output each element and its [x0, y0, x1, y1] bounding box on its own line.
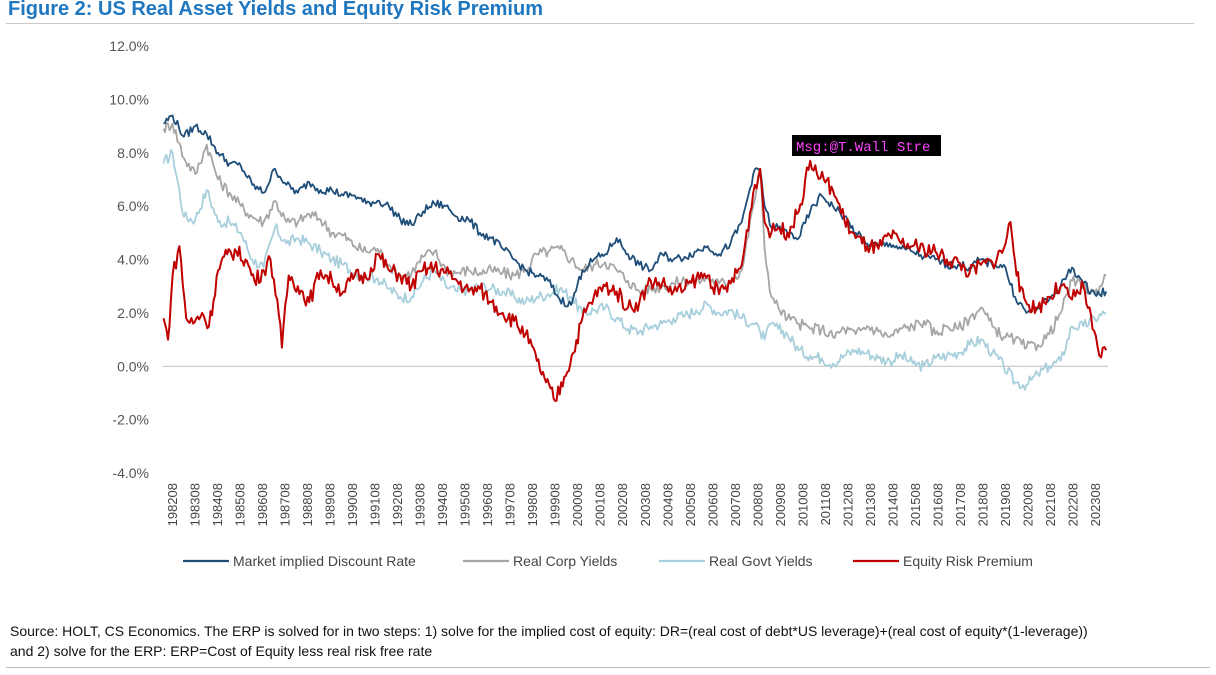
x-tick-label: 200808 — [750, 483, 765, 526]
x-tick-label: 199908 — [548, 483, 563, 526]
legend: Market implied Discount Rate Real Corp Yi… — [183, 553, 1033, 569]
y-axis: 12.0% 10.0% 8.0% 6.0% 4.0% 2.0% 0.0% -2.0% -4.0% — [109, 38, 149, 481]
x-tick-label: 198908 — [323, 483, 338, 526]
source-line-1: Source: HOLT, CS Economics. The ERP is s… — [10, 623, 1088, 639]
x-tick-label: 198208 — [165, 483, 180, 526]
y-tick-label: 12.0% — [109, 38, 149, 54]
x-tick-label: 200108 — [593, 483, 608, 526]
x-tick-label: 200608 — [705, 483, 720, 526]
x-tick-label: 198508 — [233, 483, 248, 526]
x-tick-label: 201108 — [818, 483, 833, 525]
x-tick-label: 201908 — [998, 483, 1013, 526]
series-line-real-govt-yields — [162, 148, 1107, 391]
x-tick-label: 202008 — [1020, 483, 1035, 526]
y-tick-label: 8.0% — [117, 145, 149, 161]
x-tick-label: 202108 — [1043, 483, 1058, 526]
x-tick-label: 200708 — [728, 483, 743, 526]
x-tick-label: 201408 — [885, 483, 900, 526]
y-tick-label: 4.0% — [117, 252, 149, 268]
bottom-divider — [6, 667, 1210, 668]
y-tick-label: 6.0% — [117, 198, 149, 214]
y-tick-label: 10.0% — [109, 91, 149, 107]
x-tick-label: 199208 — [390, 483, 405, 526]
overlay-background — [792, 135, 941, 156]
y-tick-label: -4.0% — [112, 465, 149, 481]
y-tick-label: 0.0% — [117, 358, 149, 374]
x-tick-label: 198708 — [278, 483, 293, 526]
series-line-equity-risk-premium — [162, 159, 1108, 402]
x-tick-label: 202308 — [1088, 483, 1103, 526]
x-tick-label: 199608 — [480, 483, 495, 526]
x-tick-label: 200908 — [773, 483, 788, 526]
x-tick-label: 198808 — [300, 483, 315, 526]
x-tick-label: 199308 — [413, 483, 428, 526]
x-tick-label: 200008 — [570, 483, 585, 526]
title-divider — [6, 23, 1194, 24]
x-tick-label: 202208 — [1065, 483, 1080, 526]
series-line-real-corp-yields — [162, 122, 1107, 352]
series-layer — [162, 114, 1108, 402]
x-tick-label: 198608 — [255, 483, 270, 526]
legend-label-equity-risk-premium: Equity Risk Premium — [903, 553, 1033, 569]
x-tick-label: 201608 — [930, 483, 945, 526]
x-tick-label: 200508 — [683, 483, 698, 526]
legend-label-real-corp-yields: Real Corp Yields — [513, 553, 617, 569]
x-tick-label: 199708 — [503, 483, 518, 526]
x-axis: 198208 198308 198408 198508 198608 198708 1988… — [165, 483, 1103, 526]
x-tick-label: 201308 — [863, 483, 878, 526]
x-tick-label: 201008 — [795, 483, 810, 526]
source-line-2: and 2) solve for the ERP: ERP=Cost of Eq… — [10, 643, 433, 659]
x-tick-label: 198408 — [210, 483, 225, 526]
line-chart: 12.0% 10.0% 8.0% 6.0% 4.0% 2.0% 0.0% -2.0% -4.0%… — [109, 38, 1108, 569]
legend-label-real-govt-yields: Real Govt Yields — [709, 553, 813, 569]
x-tick-label: 201508 — [908, 483, 923, 526]
source-note: Source: HOLT, CS Economics. The ERP is s… — [10, 621, 1200, 661]
watermark-overlay: Msg:@T.Wall Stre — [792, 135, 941, 156]
x-tick-label: 200308 — [638, 483, 653, 526]
x-tick-label: 199808 — [525, 483, 540, 526]
x-tick-label: 198308 — [188, 483, 203, 526]
legend-label-market-implied-discount-rate: Market implied Discount Rate — [233, 553, 416, 569]
overlay-text: Msg:@T.Wall Stre — [796, 140, 930, 156]
figure-title: Figure 2: US Real Asset Yields and Equit… — [8, 0, 543, 20]
x-tick-label: 199408 — [435, 483, 450, 526]
x-tick-label: 199008 — [345, 483, 360, 526]
series-line-market-implied-discount-rate — [163, 114, 1108, 314]
x-tick-label: 200408 — [660, 483, 675, 526]
x-tick-label: 201208 — [840, 483, 855, 526]
x-tick-label: 201808 — [975, 483, 990, 526]
y-tick-label: 2.0% — [117, 305, 149, 321]
x-tick-label: 201708 — [953, 483, 968, 526]
x-tick-label: 200208 — [615, 483, 630, 526]
x-tick-label: 199108 — [368, 483, 383, 526]
x-tick-label: 199508 — [458, 483, 473, 526]
y-tick-label: -2.0% — [112, 412, 149, 428]
